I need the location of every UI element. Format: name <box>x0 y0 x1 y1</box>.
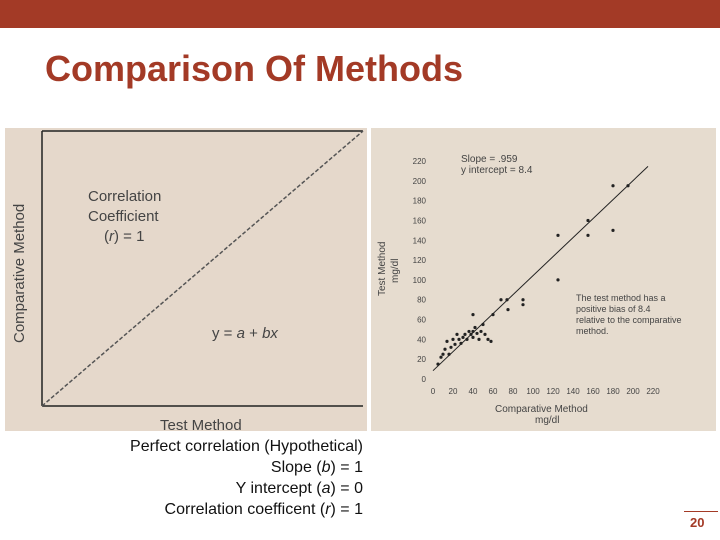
scatter-point <box>449 345 453 349</box>
scatter-point <box>477 337 481 341</box>
coefficient-label: Coefficient <box>88 208 159 225</box>
scatter-point <box>455 332 459 337</box>
slide-title: Comparison Of Methods <box>45 48 464 89</box>
x-tick-label: 160 <box>586 387 600 396</box>
scatter-point <box>475 331 479 336</box>
scatter-point <box>489 339 493 343</box>
y-tick-label: 160 <box>413 216 427 225</box>
scatter-point <box>611 228 615 232</box>
perfect-correlation-plot: Correlation Coefficient (r) = 1 y = a + … <box>11 130 364 434</box>
x-axis-label: Test Method <box>160 417 242 431</box>
scatter-point <box>499 298 503 302</box>
scatter-point <box>556 233 560 237</box>
scatter-point <box>556 278 560 282</box>
page-number-rule <box>684 511 718 512</box>
scatter-point <box>521 298 525 302</box>
y-tick-label: 40 <box>417 335 426 344</box>
bias-note-line-2: positive bias of 8.4 <box>576 304 651 314</box>
y-tick-label: 220 <box>413 157 427 166</box>
y-tick-label: 100 <box>413 276 427 285</box>
scatter-point <box>461 335 465 339</box>
scatter-point <box>521 303 525 307</box>
y-axis-label: Comparative Method <box>11 204 28 343</box>
y-tick-label: 0 <box>422 375 427 384</box>
caption-line-correlation: Correlation coefficent (r) = 1 <box>164 501 363 518</box>
method-comparison-scatter-chart: 0 20 40 60 80 100 120 140 160 180 200 220 0 20 40 60 80 1… <box>371 128 716 431</box>
perfect-correlation-chart: Correlation Coefficient (r) = 1 y = a + … <box>5 128 367 434</box>
x-tick-label: 180 <box>606 387 620 396</box>
correlation-label: Correlation <box>88 188 161 205</box>
r-equals-label: (r) = 1 <box>104 228 144 245</box>
scatter-point <box>586 218 590 223</box>
x-tick-label: 20 <box>449 387 458 396</box>
slope-annotation: Slope = .959 <box>461 154 518 165</box>
identity-line <box>41 130 364 407</box>
bias-note-line-3: relative to the comparative <box>576 315 682 325</box>
y-tick-label: 20 <box>417 355 426 364</box>
scatter-point <box>453 342 457 346</box>
x-tick-label: 120 <box>546 387 560 396</box>
x-tick-label: 60 <box>489 387 498 396</box>
intercept-annotation: y intercept = 8.4 <box>461 165 533 176</box>
x-axis-unit: mg/dl <box>535 415 559 426</box>
caption-line-intercept: Y intercept (a) = 0 <box>235 480 363 497</box>
scatter-point <box>451 337 455 341</box>
bias-note-line-4: method. <box>576 326 609 336</box>
regression-line <box>432 166 649 372</box>
scatter-point <box>471 335 475 339</box>
top-accent-bar <box>0 0 720 28</box>
bias-note-line-1: The test method has a <box>576 293 666 303</box>
x-tick-label: 80 <box>509 387 518 396</box>
scatter-point <box>463 332 467 337</box>
scatter-point <box>457 337 461 341</box>
x-tick-label: 100 <box>526 387 540 396</box>
scatter-point <box>445 339 449 343</box>
y-tick-label: 60 <box>417 316 426 325</box>
caption-line-1: Perfect correlation (Hypothetical) <box>130 438 363 455</box>
x-tick-label: 220 <box>646 387 660 396</box>
scatter-point <box>443 347 447 351</box>
x-tick-label: 0 <box>431 387 436 396</box>
y-tick-label: 120 <box>413 256 427 265</box>
x-tick-label: 140 <box>566 387 580 396</box>
scatter-point <box>459 341 463 345</box>
regression-equation: y = a + bx <box>212 325 278 342</box>
scatter-point <box>586 233 590 237</box>
method-comparison-scatter-plot: 0 20 40 60 80 100 120 140 160 180 200 220 0 20 40 60 80 1… <box>377 154 682 426</box>
scatter-point <box>506 308 510 312</box>
scatter-point <box>479 329 483 334</box>
chart-caption: Perfect correlation (Hypothetical) Slope… <box>60 436 363 520</box>
y-tick-label: 180 <box>413 197 427 206</box>
y-axis-label: Test Method <box>377 242 388 296</box>
x-tick-label: 200 <box>626 387 640 396</box>
x-axis-label: Comparative Method <box>495 404 588 415</box>
y-tick-label: 80 <box>417 296 426 305</box>
scatter-point <box>471 312 475 317</box>
scatter-point <box>441 352 445 356</box>
y-axis-unit: mg/dl <box>390 259 401 283</box>
caption-line-slope: Slope (b) = 1 <box>270 459 363 476</box>
scatter-point <box>483 332 487 337</box>
scatter-point <box>439 355 443 359</box>
page-number: 20 <box>690 515 705 530</box>
y-tick-label: 140 <box>413 236 427 245</box>
scatter-point <box>611 184 615 188</box>
scatter-point <box>486 337 490 341</box>
x-tick-label: 40 <box>469 387 478 396</box>
y-tick-label: 200 <box>413 177 427 186</box>
scatter-point <box>473 325 477 330</box>
scatter-point <box>467 329 471 334</box>
